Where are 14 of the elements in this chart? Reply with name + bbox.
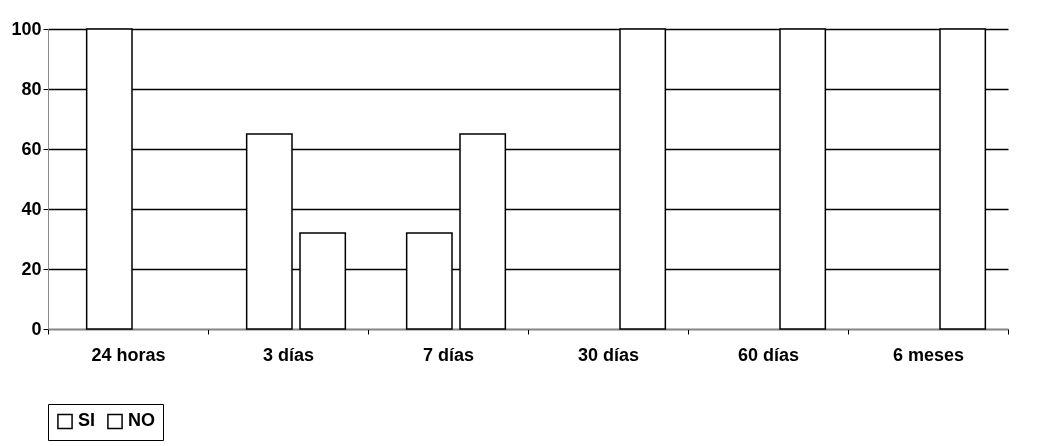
y-tick-label: 100 [11,18,42,39]
x-tick-label: 24 horas [91,344,166,365]
legend-label: NO [128,410,155,431]
legend-label: SI [78,410,96,431]
y-tick-label: 60 [21,138,42,159]
y-tick-label: 0 [31,318,42,339]
x-tick-label: 3 días [262,344,315,365]
x-tick-label: 30 días [577,344,640,365]
x-tick-label: 7 días [422,344,475,365]
y-tick-label: 80 [21,78,42,99]
y-tick-label: 40 [21,198,42,219]
y-tick-label: 20 [21,258,42,279]
x-tick-label: 6 meses [892,344,965,365]
x-tick-label: 60 días [737,344,800,365]
